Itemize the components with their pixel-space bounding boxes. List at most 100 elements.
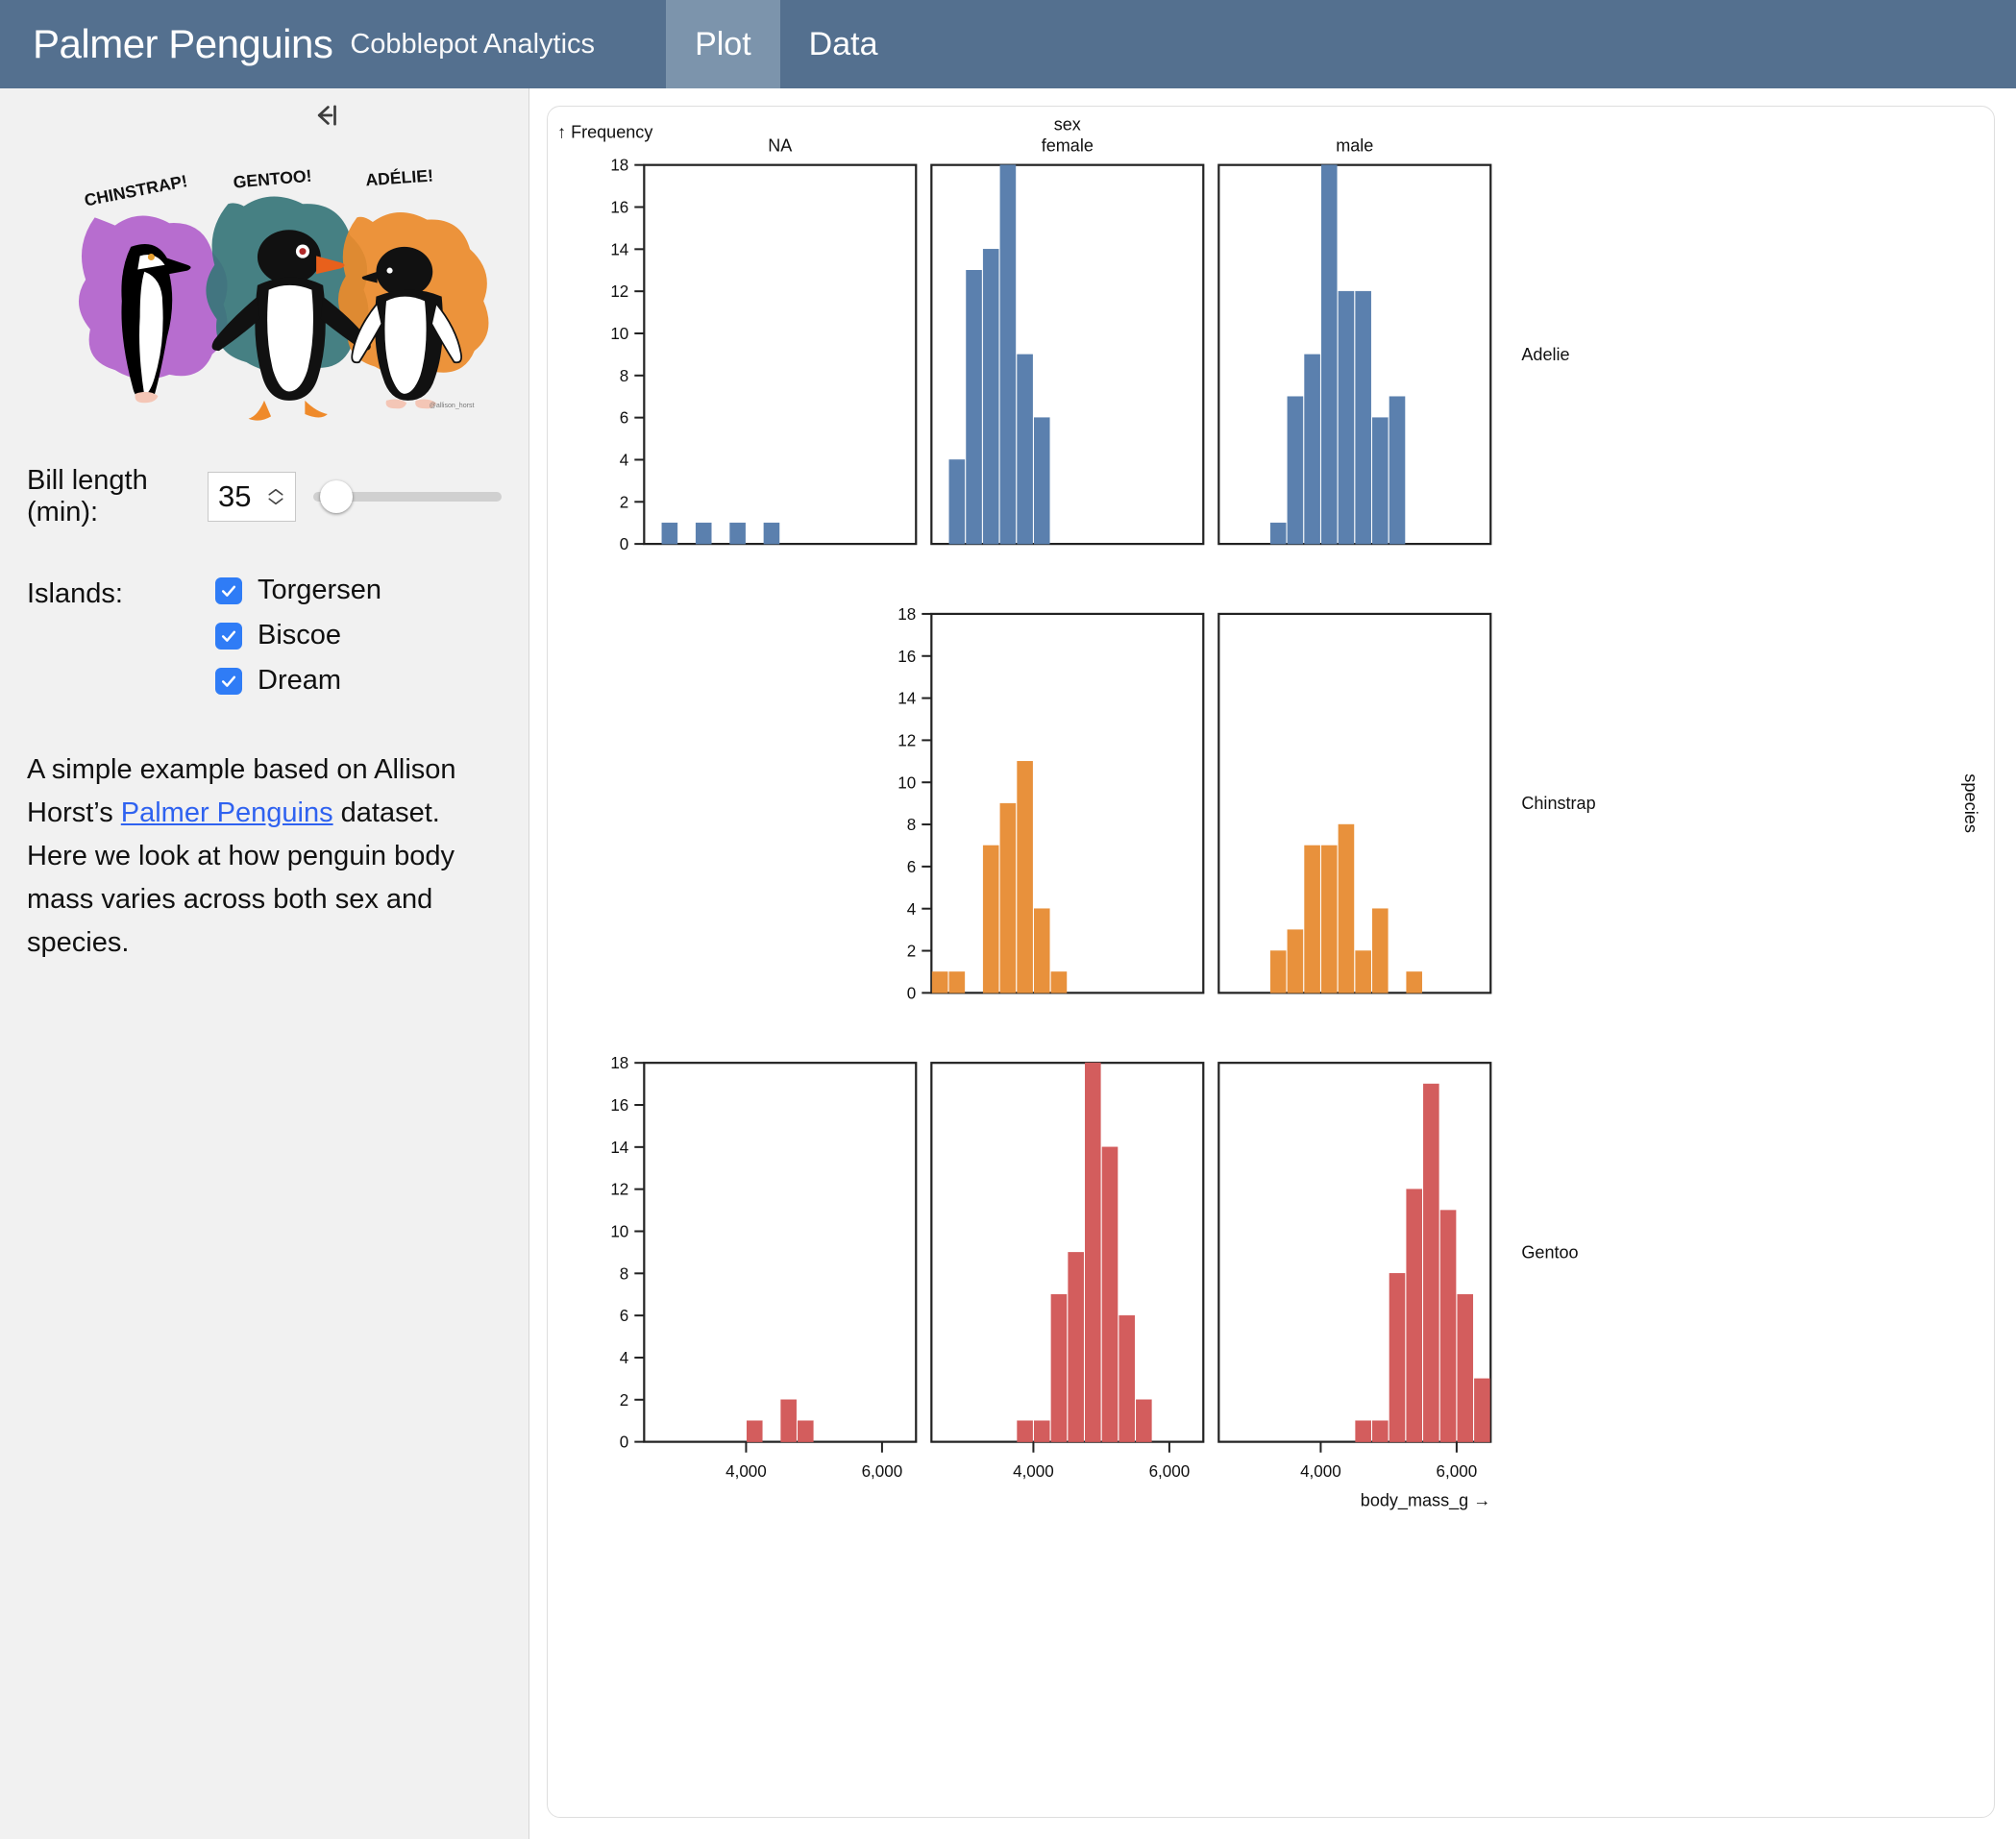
histogram-bar[interactable]: [1304, 354, 1320, 545]
histogram-bar[interactable]: [1338, 290, 1355, 545]
histogram-bar[interactable]: [1269, 950, 1287, 993]
histogram-bar[interactable]: [780, 1399, 797, 1442]
histogram-bar[interactable]: [1389, 1273, 1406, 1442]
histogram-bar[interactable]: [1033, 417, 1050, 545]
histogram-bar[interactable]: [1355, 290, 1371, 545]
histogram-bar[interactable]: [1136, 1399, 1152, 1442]
column-header-na: NA: [768, 135, 793, 155]
histogram-bar[interactable]: [729, 522, 746, 545]
histogram-bar[interactable]: [1017, 354, 1033, 545]
sidebar: CHINSTRAP! GENTOO! ADÉLIE! @allison_hors…: [0, 88, 529, 1839]
histogram-bar[interactable]: [1355, 1420, 1371, 1442]
panel-adelie-na: [643, 163, 918, 546]
brand: Palmer Penguins Cobblepot Analytics: [0, 0, 627, 88]
check-icon: [215, 576, 242, 604]
panel-gentoo-male: [1217, 1062, 1492, 1443]
histogram-bar[interactable]: [1320, 164, 1338, 545]
histogram-bar[interactable]: [1372, 908, 1389, 993]
histogram-bar[interactable]: [999, 802, 1017, 993]
panel-gentoo-female: [930, 1062, 1205, 1443]
histogram-bar[interactable]: [1033, 908, 1050, 993]
islands-control: Islands: Torgersen Biscoe: [27, 575, 502, 697]
histogram-bar[interactable]: [746, 1420, 763, 1442]
tab-plot[interactable]: Plot: [666, 0, 780, 88]
histogram-bar[interactable]: [1406, 1189, 1422, 1442]
app-title: Palmer Penguins: [33, 21, 333, 66]
histogram-bar[interactable]: [1269, 522, 1287, 545]
histogram-bar[interactable]: [1457, 1293, 1474, 1442]
nav-tabs: Plot Data: [666, 0, 906, 88]
histogram-bar[interactable]: [1439, 1210, 1457, 1442]
y-tick-label: 18: [610, 1054, 628, 1072]
y-tick-label: 6: [620, 1307, 628, 1325]
x-tick-label: 4,000: [1300, 1462, 1341, 1481]
panel-gentoo-na: [643, 1062, 918, 1443]
islands-label: Islands:: [27, 578, 123, 610]
histogram-bar[interactable]: [948, 971, 966, 993]
histogram-bar[interactable]: [763, 522, 780, 545]
histogram-bar[interactable]: [982, 845, 999, 993]
checkbox-torgersen[interactable]: Torgersen: [215, 575, 502, 606]
row-header-chinstrap: Chinstrap: [1521, 794, 1595, 813]
histogram-bar[interactable]: [1304, 845, 1320, 993]
histogram-bar[interactable]: [1101, 1146, 1119, 1442]
y-tick-label: 16: [610, 1096, 628, 1115]
x-tick-label: 6,000: [862, 1462, 903, 1481]
histogram-bar[interactable]: [1320, 845, 1338, 993]
app-header: Palmer Penguins Cobblepot Analytics Plot…: [0, 0, 2016, 88]
histogram-bar[interactable]: [966, 269, 982, 545]
checkbox-dream[interactable]: Dream: [215, 665, 502, 697]
collapse-left-icon[interactable]: [306, 94, 348, 136]
y-tick-label: 10: [897, 773, 916, 792]
histogram-bar[interactable]: [1389, 396, 1406, 545]
x-axis-label: body_mass_g →: [1361, 1490, 1490, 1510]
bill-length-slider-thumb[interactable]: [319, 480, 353, 514]
sidebar-description: A simple example based on Allison Horst’…: [27, 748, 469, 965]
histogram-bar[interactable]: [982, 249, 999, 545]
histogram-bar[interactable]: [1017, 761, 1033, 993]
y-tick-label: 12: [897, 731, 916, 749]
histogram-bar[interactable]: [1474, 1378, 1490, 1442]
histogram-bar[interactable]: [1085, 1062, 1101, 1442]
histogram-bar[interactable]: [1068, 1252, 1084, 1442]
histogram-bar[interactable]: [1017, 1420, 1033, 1442]
histogram-bar[interactable]: [1050, 971, 1068, 993]
histogram-bar[interactable]: [1119, 1314, 1135, 1442]
histogram-bar[interactable]: [1050, 1293, 1068, 1442]
y-tick-label: 18: [897, 605, 916, 624]
tab-data[interactable]: Data: [808, 25, 878, 62]
histogram-bar[interactable]: [948, 459, 966, 545]
palmer-penguins-link[interactable]: Palmer Penguins: [120, 797, 333, 828]
histogram-bar[interactable]: [1287, 929, 1304, 993]
histogram-bar[interactable]: [1423, 1083, 1439, 1442]
y-tick-label: 0: [907, 984, 916, 1002]
x-tick-label: 4,000: [1013, 1462, 1054, 1481]
y-tick-label: 4: [907, 900, 917, 919]
y-tick-label: 2: [620, 1391, 628, 1410]
panel-adelie-female: [930, 163, 1205, 546]
histogram-bar[interactable]: [1406, 971, 1422, 993]
bill-length-label: Bill length (min):: [27, 465, 148, 528]
histogram-bar[interactable]: [1033, 1420, 1050, 1442]
histogram-bar[interactable]: [1355, 950, 1371, 993]
histogram-bar[interactable]: [999, 164, 1017, 545]
bill-length-input[interactable]: 35: [208, 472, 296, 523]
histogram-bar[interactable]: [931, 971, 948, 993]
histogram-bar[interactable]: [661, 522, 678, 545]
histogram-bar[interactable]: [1338, 823, 1355, 993]
histogram-bar[interactable]: [1372, 1420, 1389, 1442]
histogram-bar[interactable]: [695, 522, 712, 545]
bill-length-stepper[interactable]: [263, 477, 288, 517]
y-tick-label: 14: [610, 240, 628, 258]
histogram-bar[interactable]: [1372, 417, 1389, 545]
faceted-histogram[interactable]: ↑ Frequency sex NA female male species Adelie C…: [548, 107, 1994, 1817]
panel-frame: [643, 163, 918, 546]
y-tick-label: 8: [907, 816, 916, 834]
checkbox-biscoe[interactable]: Biscoe: [215, 620, 502, 651]
histogram-bar[interactable]: [1287, 396, 1304, 545]
panel-chinstrap-female: [930, 612, 1205, 994]
row-header-adelie: Adelie: [1521, 345, 1569, 364]
histogram-bar[interactable]: [798, 1420, 814, 1442]
bill-length-slider[interactable]: [313, 480, 502, 514]
column-header-male: male: [1336, 135, 1373, 155]
